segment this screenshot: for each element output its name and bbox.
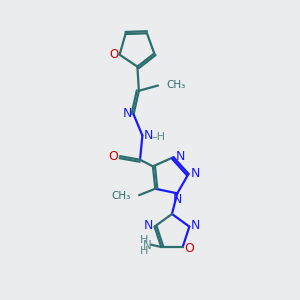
Text: N: N bbox=[122, 107, 132, 120]
Text: N: N bbox=[144, 129, 153, 142]
Text: –H: –H bbox=[151, 132, 165, 142]
Text: N: N bbox=[175, 149, 184, 163]
Text: H: H bbox=[140, 235, 148, 245]
Text: CH₃: CH₃ bbox=[166, 80, 185, 90]
Text: N: N bbox=[172, 193, 182, 206]
Text: N: N bbox=[191, 219, 200, 232]
Text: N: N bbox=[143, 239, 152, 252]
Text: O: O bbox=[109, 150, 118, 163]
Text: O: O bbox=[110, 48, 119, 61]
Text: H: H bbox=[140, 246, 148, 256]
Text: N: N bbox=[190, 167, 200, 180]
Text: O: O bbox=[184, 242, 194, 255]
Text: N: N bbox=[143, 219, 153, 232]
Text: CH₃: CH₃ bbox=[112, 191, 131, 201]
